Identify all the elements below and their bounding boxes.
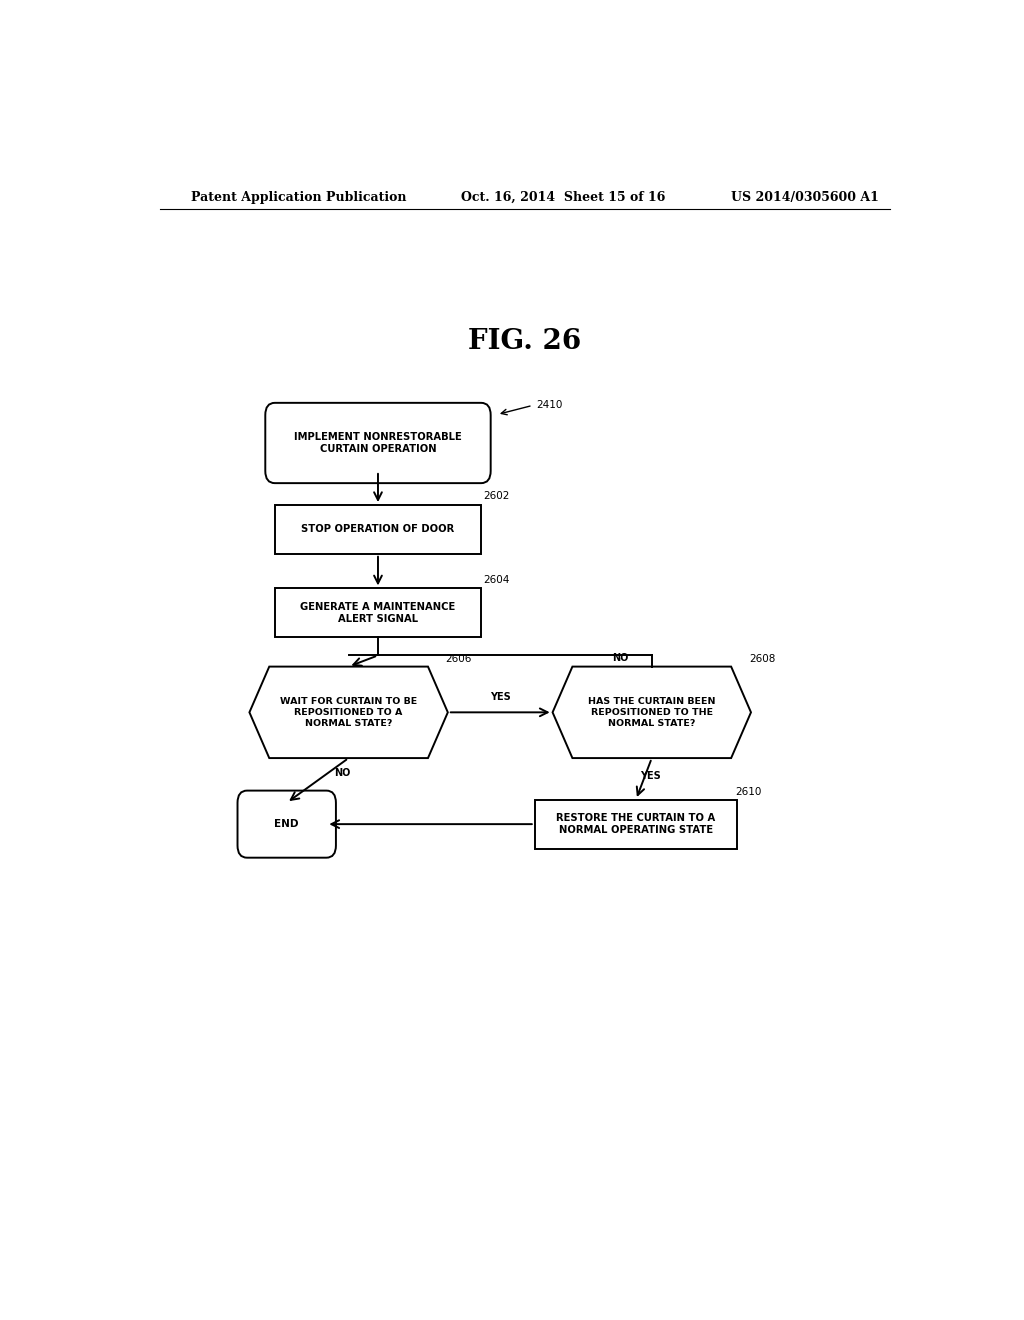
Text: GENERATE A MAINTENANCE
ALERT SIGNAL: GENERATE A MAINTENANCE ALERT SIGNAL bbox=[300, 602, 456, 624]
FancyBboxPatch shape bbox=[238, 791, 336, 858]
Text: NO: NO bbox=[612, 652, 628, 663]
Text: 2606: 2606 bbox=[445, 653, 472, 664]
FancyBboxPatch shape bbox=[265, 403, 490, 483]
Text: 2604: 2604 bbox=[483, 576, 510, 585]
Bar bbox=[274, 589, 481, 638]
Text: 2608: 2608 bbox=[750, 653, 776, 664]
Text: RESTORE THE CURTAIN TO A
NORMAL OPERATING STATE: RESTORE THE CURTAIN TO A NORMAL OPERATIN… bbox=[556, 813, 716, 836]
Text: 2602: 2602 bbox=[483, 491, 510, 500]
Text: FIG. 26: FIG. 26 bbox=[468, 327, 582, 355]
Polygon shape bbox=[250, 667, 447, 758]
Text: Patent Application Publication: Patent Application Publication bbox=[191, 190, 407, 203]
Bar bbox=[274, 506, 481, 554]
Text: IMPLEMENT NONRESTORABLE
CURTAIN OPERATION: IMPLEMENT NONRESTORABLE CURTAIN OPERATIO… bbox=[294, 432, 462, 454]
Text: YES: YES bbox=[640, 771, 660, 781]
Text: Oct. 16, 2014  Sheet 15 of 16: Oct. 16, 2014 Sheet 15 of 16 bbox=[461, 190, 666, 203]
Text: WAIT FOR CURTAIN TO BE
REPOSITIONED TO A
NORMAL STATE?: WAIT FOR CURTAIN TO BE REPOSITIONED TO A… bbox=[280, 697, 417, 727]
Text: END: END bbox=[274, 820, 299, 829]
Text: NO: NO bbox=[334, 768, 350, 779]
Text: STOP OPERATION OF DOOR: STOP OPERATION OF DOOR bbox=[301, 524, 455, 535]
Bar bbox=[535, 800, 737, 849]
Text: YES: YES bbox=[489, 692, 511, 702]
Text: 2610: 2610 bbox=[735, 787, 762, 797]
Text: HAS THE CURTAIN BEEN
REPOSITIONED TO THE
NORMAL STATE?: HAS THE CURTAIN BEEN REPOSITIONED TO THE… bbox=[588, 697, 716, 727]
Polygon shape bbox=[553, 667, 751, 758]
Text: 2410: 2410 bbox=[537, 400, 563, 411]
Text: US 2014/0305600 A1: US 2014/0305600 A1 bbox=[731, 190, 879, 203]
